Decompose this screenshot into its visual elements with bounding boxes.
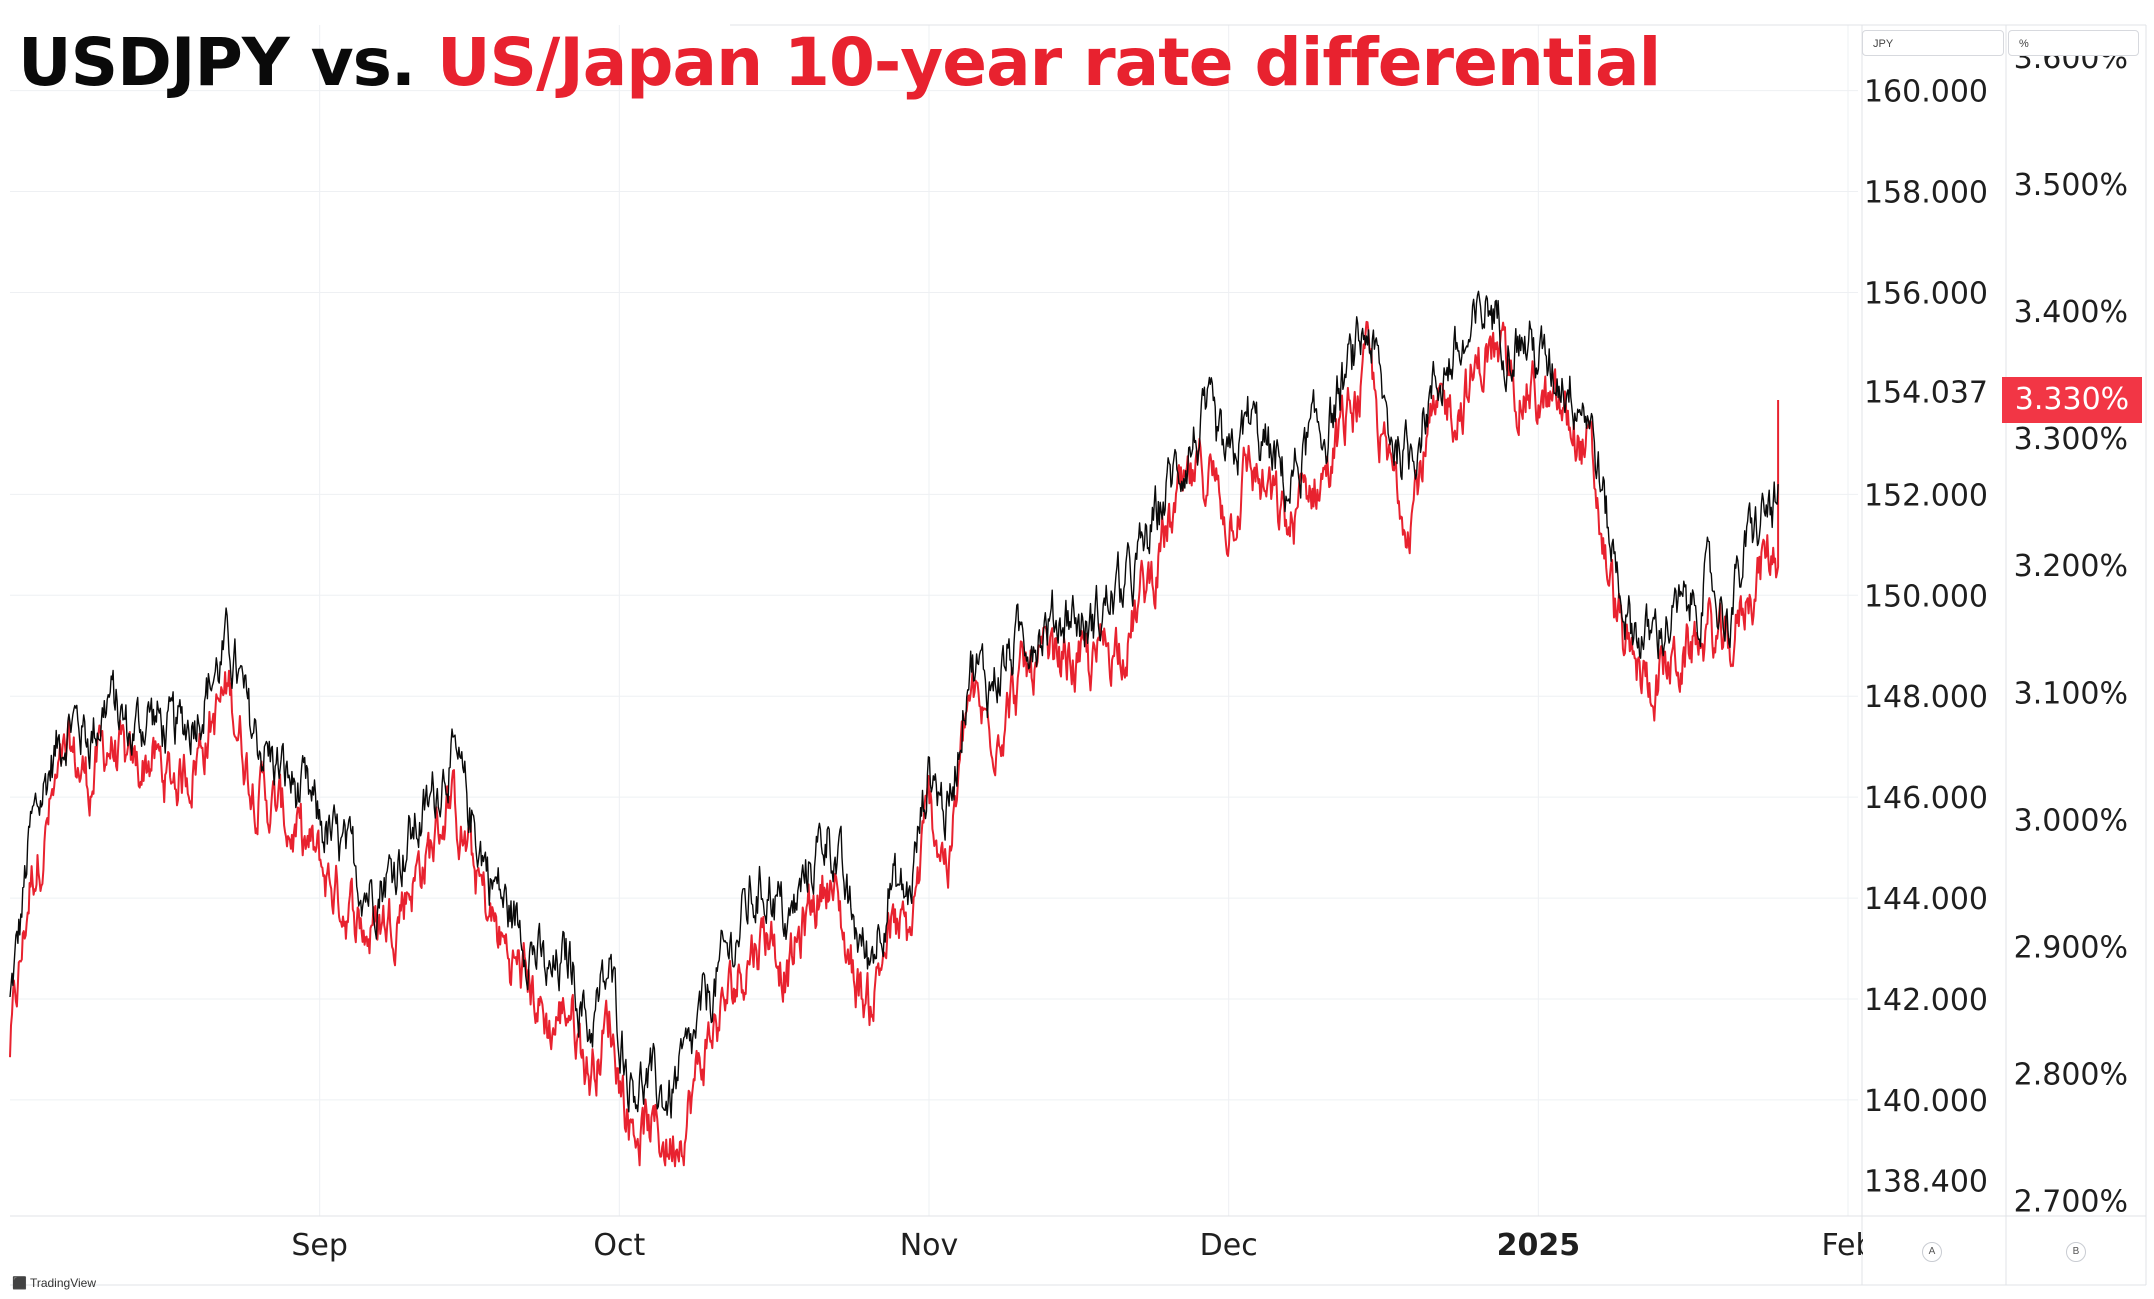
right-axis-tick-label: 3.300%	[2014, 422, 2128, 457]
left-axis-tick-label: 144.000	[1864, 882, 1988, 917]
left-scale-unit[interactable]: JPY	[1862, 30, 2004, 56]
left-axis-tick-label: 156.000	[1864, 276, 1988, 311]
right-axis-tick-label: 3.100%	[2014, 676, 2128, 711]
left-axis-tick-label: 140.000	[1864, 1084, 1988, 1119]
left-axis-extra-label: 138.400	[1864, 1165, 1988, 1200]
left-axis-tick-label: 148.000	[1864, 680, 1988, 715]
left-axis-tick-label: 160.000	[1864, 75, 1988, 110]
left-axis-tick-label: 158.000	[1864, 176, 1988, 211]
right-axis-tick-label: 3.500%	[2014, 168, 2128, 203]
right-axis-tick-label: 2.900%	[2014, 931, 2128, 966]
series-line-usdjpy	[9, 290, 1779, 1119]
time-axis-label: Sep	[291, 1228, 348, 1263]
right-axis-tick-label: 2.700%	[2014, 1185, 2128, 1220]
right-axis-tick-label: 2.800%	[2014, 1058, 2128, 1093]
time-axis-label: Dec	[1200, 1228, 1258, 1263]
left-axis-tick-label: 150.000	[1864, 579, 1988, 614]
time-axis-label: Nov	[900, 1228, 959, 1263]
axis-corner	[1863, 1217, 2145, 1284]
right-scale-unit[interactable]: %	[2008, 30, 2139, 56]
title-rate-differential: US/Japan 10-year rate differential	[436, 24, 1661, 101]
series-lines	[9, 290, 1780, 1168]
watermark-text: TradingView	[29, 1276, 96, 1290]
auto-scale-badge[interactable]: A	[1922, 1242, 1942, 1262]
right-axis-tick-label: 3.400%	[2014, 295, 2128, 330]
last-value-label: 3.330%	[2002, 376, 2142, 423]
tradingview-logo-icon: ⬛	[12, 1276, 27, 1290]
right-axis-tick-label: 3.200%	[2014, 549, 2128, 584]
grid-lines	[10, 25, 1858, 1216]
log-scale-badge[interactable]: B	[2066, 1242, 2086, 1262]
left-axis-tick-label: 152.000	[1864, 478, 1988, 513]
chart-title: USDJPY vs. US/Japan 10-year rate differe…	[18, 30, 1661, 96]
title-usdjpy: USDJPY vs.	[18, 24, 437, 101]
left-axis-tick-label: 146.000	[1864, 781, 1988, 816]
tradingview-watermark: ⬛ TradingView	[12, 1276, 96, 1290]
left-axis-extra-label: 154.037	[1864, 376, 1988, 411]
left-axis-tick-label: 142.000	[1864, 983, 1988, 1018]
time-axis-label: 2025	[1497, 1228, 1581, 1263]
time-axis-label: Oct	[593, 1228, 645, 1263]
right-axis-tick-label: 3.000%	[2014, 803, 2128, 838]
series-line-rate-differential	[9, 320, 1780, 1168]
